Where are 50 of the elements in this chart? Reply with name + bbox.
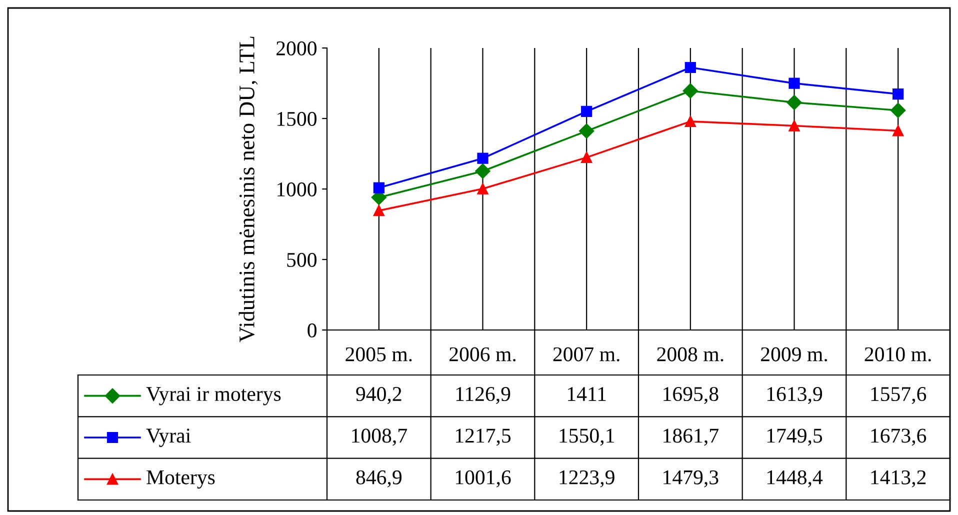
point xyxy=(892,125,904,136)
legend-label: Moterys xyxy=(146,470,215,489)
data-label: 1217,5 xyxy=(456,428,511,446)
point xyxy=(788,78,800,89)
point xyxy=(477,183,488,194)
data-label: 846,9 xyxy=(356,470,402,488)
y-tick-label: 1500 xyxy=(277,112,316,126)
data-label: 1613,9 xyxy=(767,387,822,404)
point xyxy=(579,123,594,139)
data-label: 1479,3 xyxy=(664,470,718,488)
point xyxy=(684,62,696,74)
x-tick-label: 2010 m. xyxy=(864,347,931,362)
data-label: 1448,4 xyxy=(767,470,823,488)
data-label: 1550,1 xyxy=(560,428,614,446)
point xyxy=(373,205,384,216)
point xyxy=(475,164,490,179)
y-tick-label: 1000 xyxy=(277,182,316,196)
y-tick-label: 500 xyxy=(287,252,316,267)
point xyxy=(786,94,802,110)
point xyxy=(684,116,696,127)
x-tick-label: 2008 m. xyxy=(657,347,724,362)
data-label: 940,2 xyxy=(356,386,402,404)
x-tick-label: 2009 m. xyxy=(761,347,828,362)
data-label: 1557,6 xyxy=(871,387,926,404)
data-label: 1695,8 xyxy=(664,386,718,404)
x-tick-label: 2006 m. xyxy=(450,347,516,362)
y-tick-label: 0 xyxy=(308,323,316,338)
point xyxy=(682,83,698,98)
point xyxy=(373,182,384,194)
legend-label: Vyrai ir moterys xyxy=(146,386,281,406)
data-label: 1413,2 xyxy=(871,470,926,488)
x-tick-label: 2007 m. xyxy=(553,347,620,362)
point xyxy=(477,152,488,164)
data-label: 1008,7 xyxy=(352,428,407,446)
legend-label: Vyrai xyxy=(146,428,191,447)
point xyxy=(788,120,800,132)
data-label: 1001,6 xyxy=(456,470,511,488)
data-label: 1411 xyxy=(568,387,606,401)
data-label: 1861,7 xyxy=(664,428,718,446)
point xyxy=(581,152,592,163)
data-label: 1126,9 xyxy=(456,387,510,404)
data-label: 1749,5 xyxy=(767,428,822,446)
y-axis-title: Vidutinis mėnesinis neto DU, LTL xyxy=(238,36,258,342)
x-tick-label: 2005 m. xyxy=(346,347,412,362)
point xyxy=(581,106,592,117)
data-label: 1673,6 xyxy=(871,428,926,446)
y-tick-label: 2000 xyxy=(276,41,316,56)
point xyxy=(892,88,904,100)
data-label: 1223,9 xyxy=(560,470,614,488)
point xyxy=(890,102,906,118)
